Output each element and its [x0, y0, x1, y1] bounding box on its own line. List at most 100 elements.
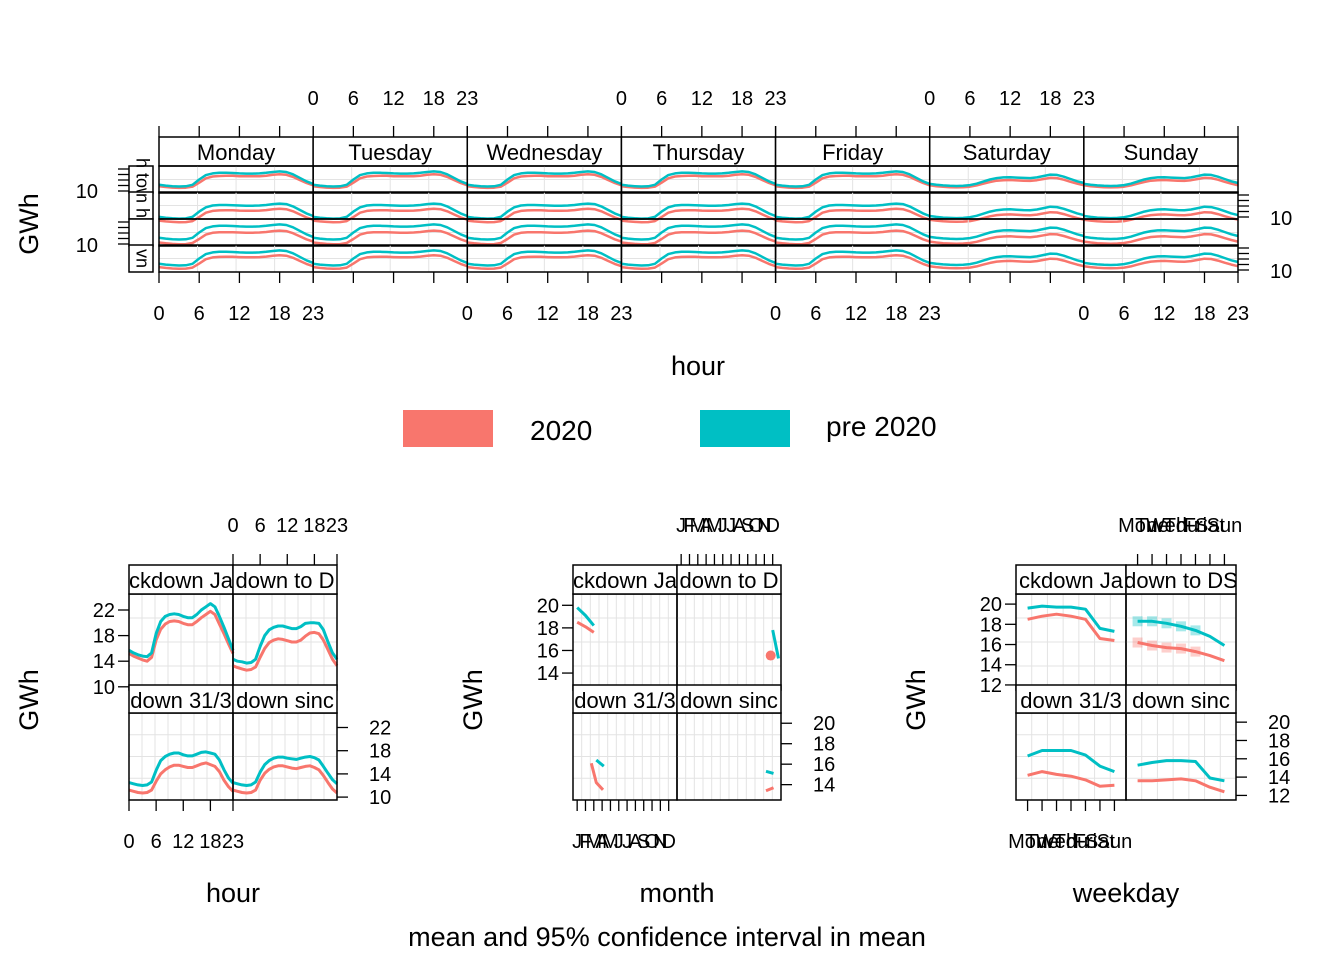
- x-tick-label: O: [748, 515, 764, 537]
- x-axis-title: hour: [671, 351, 725, 381]
- x-tick-label: 12: [382, 88, 404, 110]
- strip-label: Wednesday: [486, 140, 602, 165]
- x-tick-label: Wed: [1146, 515, 1187, 537]
- series-2020-line: [929, 176, 1085, 189]
- y-tick-label: 14: [1268, 767, 1290, 789]
- strip-monday: [158, 136, 314, 167]
- y-tick-label: 10: [76, 235, 98, 257]
- y-tick-label: 18: [93, 626, 115, 648]
- x-tick-label: 6: [255, 515, 266, 537]
- series-2020-line: [128, 761, 235, 795]
- series-2020-line: [1083, 210, 1239, 224]
- x-tick-label: 6: [656, 88, 667, 110]
- x-tick-label: 6: [151, 831, 162, 853]
- x-tick-label: 12: [691, 88, 713, 110]
- confidence-interval-band: [1190, 625, 1201, 636]
- confidence-interval-band: [1132, 616, 1143, 627]
- series-pre-2020-line: [312, 249, 468, 267]
- x-tick-label: 23: [1227, 303, 1249, 325]
- x-axis-title: weekday: [1072, 878, 1180, 908]
- row-strip: [128, 244, 154, 273]
- x-tick-label: 23: [764, 88, 786, 110]
- series-2020-line: [232, 764, 338, 795]
- x-tick-label: Tue: [1025, 831, 1059, 853]
- x-tick-label: Wed: [1036, 831, 1077, 853]
- figure-caption: mean and 95% confidence interval in mean: [408, 922, 926, 952]
- x-tick-label: O: [644, 831, 660, 853]
- panel-strip-label: down to DS: [1124, 568, 1238, 593]
- series-pre-2020-line: [128, 750, 235, 787]
- y-tick-label: 22: [93, 600, 115, 622]
- y-tick-label: 18: [1268, 730, 1290, 752]
- x-tick-label: 6: [502, 303, 513, 325]
- panel-strip: [1015, 684, 1127, 714]
- series-pre-2020-line: [929, 226, 1085, 241]
- series-2020-line: [467, 229, 622, 246]
- x-tick-label: D: [661, 831, 675, 853]
- series-pre-2020-line: [621, 223, 777, 241]
- x-tick-label: N: [757, 515, 771, 537]
- series-pre-2020-line: [467, 249, 622, 267]
- strip-label: Saturday: [963, 140, 1051, 165]
- x-tick-label: F: [683, 515, 695, 537]
- series-pre-2020-line: [1083, 173, 1239, 188]
- confidence-interval-band: [1161, 618, 1172, 629]
- series-2020-line: [1137, 777, 1225, 794]
- y-tick-label: 10: [1270, 208, 1292, 230]
- x-tick-label: 23: [1073, 88, 1095, 110]
- series-2020-line: [312, 173, 468, 190]
- series-pre-2020-line: [765, 769, 774, 775]
- x-tick-label: J: [622, 831, 632, 853]
- series-2020-line: [312, 207, 468, 224]
- y-tick-label: 12: [980, 675, 1002, 697]
- series-2020-line: [576, 620, 595, 634]
- panel-strip-label: down 31/3: [574, 688, 676, 713]
- x-tick-label: 23: [919, 303, 941, 325]
- x-tick-label: 23: [456, 88, 478, 110]
- x-tick-label: 0: [770, 303, 781, 325]
- series-pre-2020-line: [771, 629, 780, 659]
- series-pre-2020-line: [158, 249, 314, 267]
- series-2020-line: [929, 210, 1085, 224]
- series-2020-line: [589, 762, 605, 791]
- y-tick-label: 20: [980, 594, 1002, 616]
- panel-strip: [232, 564, 338, 595]
- series-pre-2020-line: [467, 170, 622, 188]
- x-tick-label: A: [629, 831, 643, 853]
- y-tick-label: 14: [537, 663, 559, 685]
- series-pre-2020-line: [775, 223, 931, 241]
- y-tick-label: 16: [1268, 749, 1290, 771]
- legend-label-pre-2020: pre 2020: [826, 411, 937, 442]
- series-pre-2020-line: [621, 249, 777, 267]
- row-strip-label: n h: [132, 193, 152, 218]
- series-2020-line: [621, 253, 777, 271]
- x-tick-label: 23: [302, 303, 324, 325]
- series-2020-line: [1137, 641, 1225, 663]
- x-tick-label: Fri: [1184, 515, 1207, 537]
- series-2020-line: [775, 229, 931, 246]
- x-tick-label: 12: [537, 303, 559, 325]
- y-tick-label: 14: [813, 775, 835, 797]
- y-tick-label: 16: [980, 635, 1002, 657]
- series-2020-line: [128, 609, 235, 663]
- strip-label: Sunday: [1124, 140, 1199, 165]
- panel-strip: [128, 684, 234, 714]
- series-pre-2020-line: [1027, 749, 1115, 774]
- x-tick-label: Thu: [1164, 515, 1198, 537]
- x-tick-label: D: [765, 515, 779, 537]
- strip-label: Monday: [197, 140, 275, 165]
- series-pre-2020-line: [1027, 604, 1115, 633]
- series-2020-line: [775, 207, 931, 224]
- series-pre-2020-line: [1137, 619, 1226, 647]
- panel-strip-label: down to D: [679, 568, 778, 593]
- series-pre-2020-line: [312, 223, 468, 241]
- legend: 2020 pre 2020: [403, 410, 937, 447]
- x-tick-label: Sun: [1207, 515, 1243, 537]
- panel-strip-label: ckdown Ja: [573, 568, 678, 593]
- series-pre-2020-line: [1083, 226, 1239, 241]
- series-2020-line: [929, 232, 1085, 245]
- x-tick-label: 18: [303, 515, 325, 537]
- y-axis-title: GWh: [901, 669, 931, 731]
